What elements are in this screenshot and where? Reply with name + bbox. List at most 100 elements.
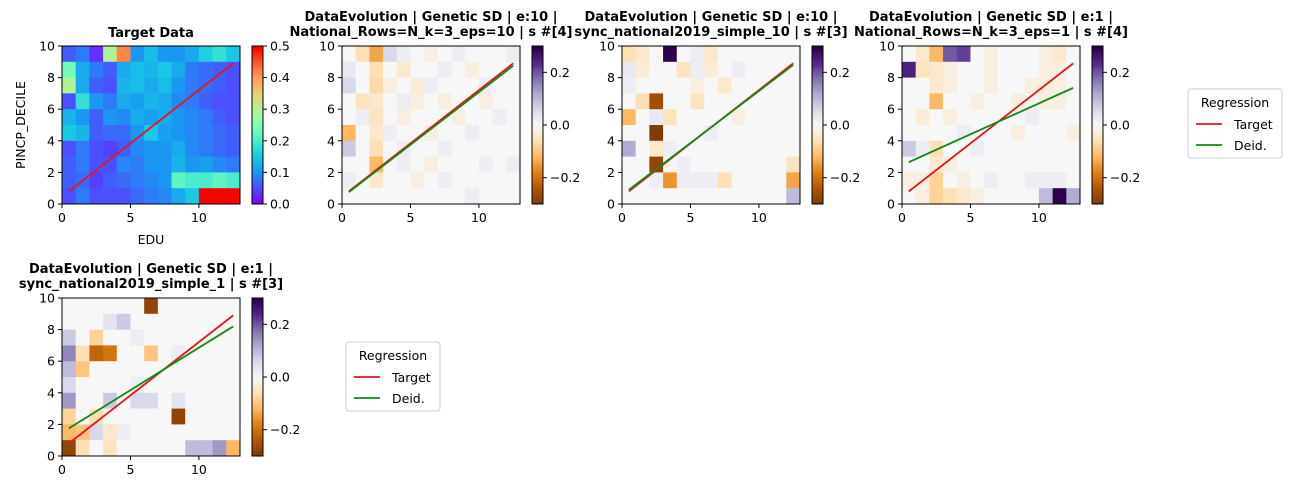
heatmap-cell bbox=[396, 77, 411, 94]
colorbar-segment bbox=[252, 80, 263, 84]
colorbar-segment bbox=[812, 111, 823, 115]
heatmap-cell bbox=[342, 125, 357, 142]
heatmap-cell bbox=[185, 46, 200, 63]
heatmap-cell bbox=[943, 125, 958, 142]
heatmap-cell bbox=[506, 188, 521, 205]
colorbar-segment bbox=[812, 159, 823, 163]
colorbar-segment bbox=[252, 448, 263, 452]
heatmap-cell bbox=[396, 188, 411, 205]
colorbar-segment bbox=[252, 148, 263, 152]
colorbar-tick-label: 0.0 bbox=[830, 118, 850, 133]
colorbar-segment bbox=[1092, 109, 1103, 113]
colorbar-segment bbox=[252, 450, 263, 454]
heatmap-cell bbox=[383, 172, 398, 189]
heatmap-cell bbox=[786, 188, 801, 205]
heatmap-cell bbox=[396, 61, 411, 78]
colorbar-tick-label: 0.1 bbox=[270, 165, 290, 180]
heatmap-cell bbox=[704, 172, 719, 189]
target-regression-line bbox=[68, 314, 234, 445]
colorbar-segment bbox=[1092, 119, 1103, 123]
heatmap-cell bbox=[745, 140, 760, 157]
colorbar-segment bbox=[812, 172, 823, 176]
heatmap-cell bbox=[772, 46, 787, 63]
heatmap-cell bbox=[342, 172, 357, 189]
heatmap-cell bbox=[144, 392, 159, 409]
heatmap-cell bbox=[997, 156, 1012, 173]
heatmap-cell bbox=[212, 313, 227, 330]
heatmap-cell bbox=[171, 408, 186, 425]
heatmap-cell bbox=[130, 125, 145, 142]
heatmap-cell bbox=[622, 140, 637, 157]
heatmap-cell bbox=[984, 140, 999, 157]
panel-title: National_Rows=N_k=3_eps=10 | s #[4] bbox=[289, 25, 572, 40]
y-tick-label: 0 bbox=[47, 197, 55, 212]
colorbar-segment bbox=[532, 85, 543, 89]
heatmap-cell bbox=[89, 77, 104, 94]
colorbar-segment bbox=[252, 398, 263, 402]
colorbar-segment bbox=[252, 93, 263, 97]
colorbar-segment bbox=[532, 140, 543, 144]
heatmap-cell bbox=[997, 188, 1012, 205]
colorbar-segment bbox=[1092, 201, 1103, 205]
heatmap-cell bbox=[410, 172, 425, 189]
heatmap-cell bbox=[75, 361, 90, 378]
heatmap-cell bbox=[171, 61, 186, 78]
heatmap-cell bbox=[492, 109, 507, 126]
heatmap-cell bbox=[649, 77, 664, 94]
heatmap-cell bbox=[997, 172, 1012, 189]
heatmap-cell bbox=[676, 77, 691, 94]
colorbar-segment bbox=[252, 56, 263, 60]
colorbar-segment bbox=[252, 329, 263, 333]
heatmap-cell bbox=[676, 109, 691, 126]
x-axis-label: EDU bbox=[138, 232, 165, 247]
colorbar-tick-label: 0.2 bbox=[830, 65, 850, 80]
heatmap-cell bbox=[622, 172, 637, 189]
colorbar-segment bbox=[1092, 77, 1103, 81]
heatmap-cell bbox=[116, 156, 131, 173]
heatmap-cell bbox=[506, 172, 521, 189]
y-tick-label: 0 bbox=[47, 449, 55, 464]
colorbar-segment bbox=[252, 185, 263, 189]
colorbar-segment bbox=[812, 82, 823, 86]
colorbar-segment bbox=[252, 53, 263, 58]
axes-frame bbox=[621, 45, 801, 205]
y-tick-label: 4 bbox=[607, 133, 615, 148]
colorbar-segment bbox=[532, 132, 543, 137]
colorbar-segment bbox=[532, 88, 543, 92]
heatmap-cell bbox=[492, 188, 507, 205]
heatmap-cell bbox=[157, 313, 172, 330]
heatmap-cell bbox=[355, 93, 370, 110]
colorbar-segment bbox=[532, 77, 543, 81]
colorbar-segment bbox=[532, 161, 543, 165]
heatmap-cell bbox=[970, 140, 985, 157]
heatmap-cell bbox=[731, 77, 746, 94]
heatmap-cell bbox=[786, 109, 801, 126]
colorbar-segment bbox=[532, 143, 543, 147]
colorbar-segment bbox=[1092, 140, 1103, 144]
heatmap-cell bbox=[465, 156, 480, 173]
heatmap-cell bbox=[185, 125, 200, 142]
heatmap-cell bbox=[1025, 156, 1040, 173]
heatmap-cell bbox=[157, 392, 172, 409]
heatmap-cell bbox=[506, 93, 521, 110]
colorbar-segment bbox=[1092, 51, 1103, 55]
colorbar-segment bbox=[252, 198, 263, 202]
heatmap-cell bbox=[410, 188, 425, 205]
heatmap-cell bbox=[226, 188, 241, 205]
colorbar-segment bbox=[252, 340, 263, 344]
x-tick-label: 0 bbox=[338, 210, 346, 225]
heatmap-cell bbox=[772, 156, 787, 173]
colorbar-segment bbox=[1092, 46, 1103, 50]
heatmap-cell bbox=[185, 392, 200, 409]
heatmap-cell bbox=[663, 46, 678, 63]
heatmap-cell bbox=[929, 172, 944, 189]
colorbar-segment bbox=[252, 342, 263, 346]
heatmap-cell bbox=[929, 77, 944, 94]
heatmap-cell bbox=[956, 61, 971, 78]
colorbar-segment bbox=[252, 96, 263, 100]
heatmap-cell bbox=[1038, 46, 1054, 63]
heatmap-cell bbox=[157, 408, 172, 425]
heatmap-cell bbox=[717, 125, 732, 142]
colorbar-segment bbox=[252, 440, 263, 444]
